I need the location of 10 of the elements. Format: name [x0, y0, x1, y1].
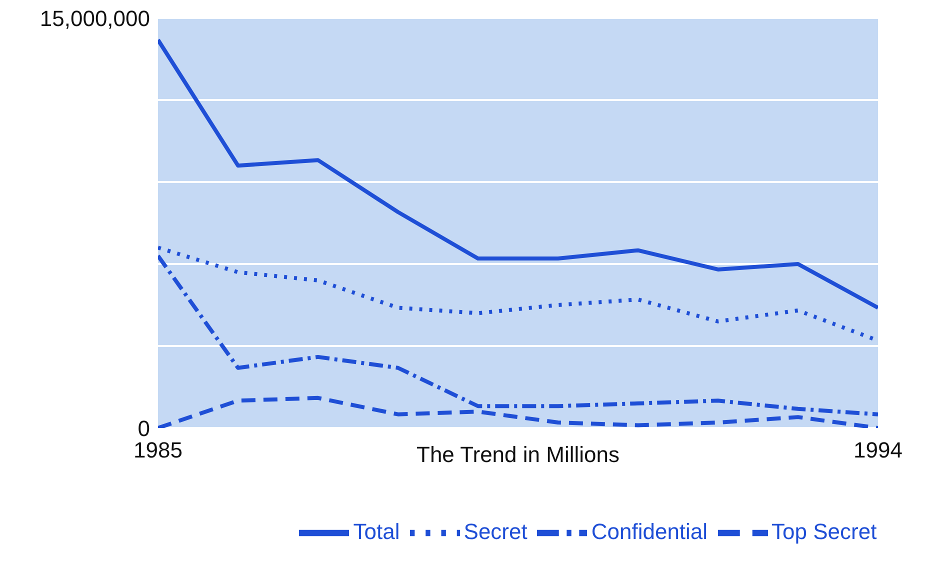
- legend-label: Top Secret: [772, 518, 877, 544]
- line-series: [158, 38, 878, 310]
- legend-label: Secret: [464, 518, 528, 544]
- x-tick-label: 1994: [854, 438, 902, 463]
- x-axis-title: The Trend in Millions: [416, 442, 620, 467]
- legend-label: Total: [353, 518, 400, 544]
- legend-label: Confidential: [591, 518, 708, 544]
- line-series: [158, 254, 878, 416]
- y-tick-label: 15,000,000: [40, 6, 150, 31]
- line-series: [158, 396, 878, 428]
